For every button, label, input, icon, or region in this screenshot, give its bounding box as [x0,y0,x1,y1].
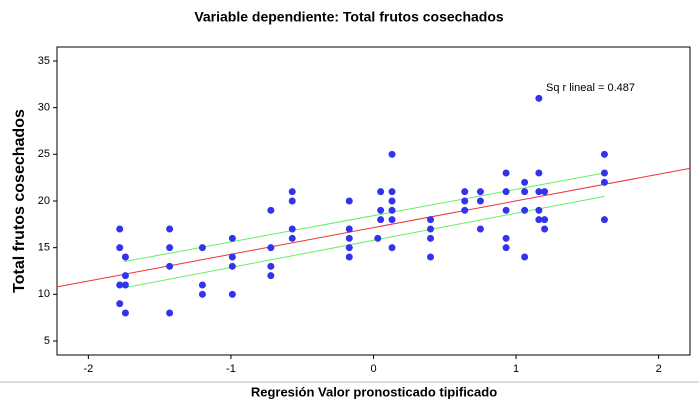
annotation: Sq r lineal = 0.487 [546,82,635,94]
point [345,197,353,205]
y-axis-label: Total frutos cosechados [11,109,28,293]
point [521,178,529,186]
point [476,188,484,196]
y-tick-label: 10 [38,288,50,300]
point [427,234,435,242]
point [166,244,174,252]
point [600,150,608,158]
point [535,206,543,214]
point [228,253,236,261]
point [116,244,124,252]
fit-line [56,167,691,288]
point [345,225,353,233]
point [502,244,510,252]
point [541,216,549,224]
point [228,290,236,298]
point [267,272,275,280]
point [198,290,206,298]
point [267,206,275,214]
point [116,300,124,308]
point [535,188,543,196]
point [521,188,529,196]
x-tick-label: 2 [656,363,662,375]
point [535,216,543,224]
point [288,188,296,196]
x-tick-label: 0 [370,363,376,375]
point [166,262,174,270]
point [600,216,608,224]
point [267,244,275,252]
point [600,169,608,177]
point [166,309,174,317]
point [198,281,206,289]
point [541,225,549,233]
point [288,197,296,205]
x-axis-label: Regresión Valor pronosticado tipificado [251,384,497,399]
point [535,169,543,177]
point [345,253,353,261]
point [121,281,129,289]
point [502,188,510,196]
y-tick-label: 35 [38,55,50,67]
point [388,188,396,196]
y-tick-label: 30 [38,102,50,114]
point [476,225,484,233]
point [377,188,385,196]
point [116,225,124,233]
y-tick-label: 15 [38,242,50,254]
y-tick-label: 25 [38,148,50,160]
point [121,253,129,261]
point [377,206,385,214]
point [476,197,484,205]
point [461,197,469,205]
point [388,244,396,252]
point [388,206,396,214]
point [502,206,510,214]
point [267,262,275,270]
point [521,253,529,261]
point [502,169,510,177]
point [288,225,296,233]
point [427,216,435,224]
point [345,234,353,242]
point [121,272,129,280]
point [388,150,396,158]
point [388,216,396,224]
point [198,244,206,252]
point [461,206,469,214]
y-tick-label: 5 [44,335,50,347]
point [502,234,510,242]
point [228,262,236,270]
y-tick-label: 20 [38,195,50,207]
point [427,253,435,261]
point [377,216,385,224]
point [521,206,529,214]
x-tick-label: -1 [226,363,236,375]
point [541,188,549,196]
point [535,94,543,102]
point [388,197,396,205]
x-tick-label: 1 [513,363,519,375]
point [116,281,124,289]
point [228,234,236,242]
point [121,309,129,317]
point [288,234,296,242]
point [427,225,435,233]
chart-title: Variable dependiente: Total frutos cosec… [194,9,504,25]
point [461,188,469,196]
point [345,244,353,252]
point [166,225,174,233]
point [600,178,608,186]
x-tick-label: -2 [83,363,93,375]
point [374,234,382,242]
